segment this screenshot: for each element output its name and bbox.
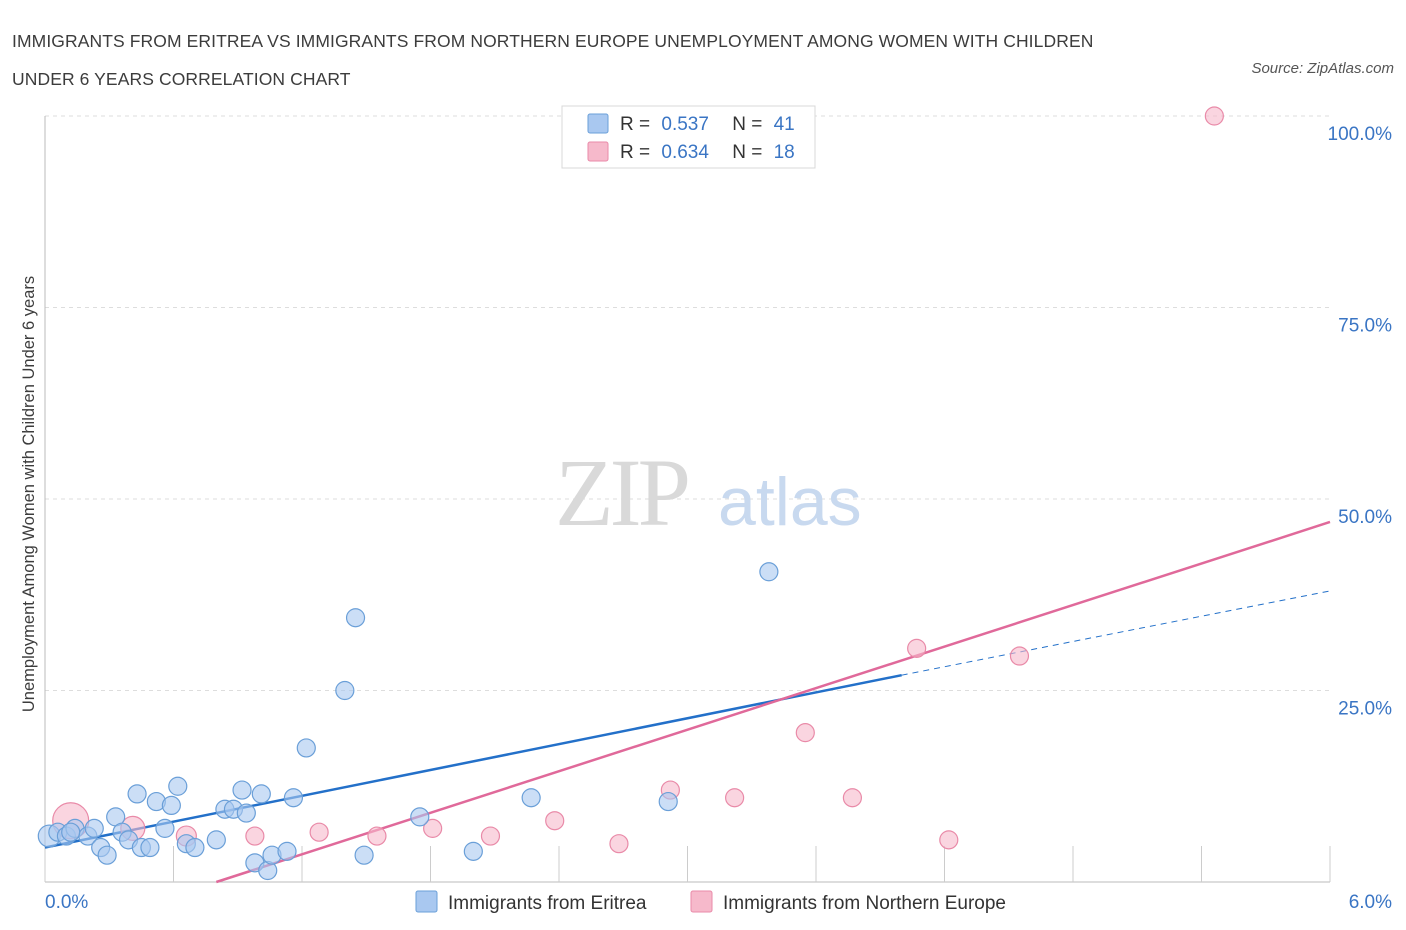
x-tick-label-min: 0.0% xyxy=(45,892,88,913)
data-points xyxy=(37,106,1224,881)
point-eritrea-29 xyxy=(277,841,297,861)
source-label: Source: ZipAtlas.com xyxy=(1251,60,1394,77)
legend-box: R = 0.537 N = 41 R = 0.634 N = 18 xyxy=(561,105,816,169)
point-eritrea-33 xyxy=(345,608,366,628)
point-eritrea-23 xyxy=(232,780,252,800)
point-northern-europe-3 xyxy=(245,826,265,846)
point-northern-europe-12 xyxy=(795,723,815,743)
point-northern-europe-7 xyxy=(480,826,501,846)
bottom-legend-swatch-blue xyxy=(415,890,438,913)
point-eritrea-36 xyxy=(463,841,483,861)
legend-r-value-1: 0.537 xyxy=(661,114,709,135)
point-eritrea-40 xyxy=(61,822,81,842)
watermark-zip: ZIP xyxy=(555,439,688,546)
legend-n-value-2: 18 xyxy=(774,142,795,163)
point-northern-europe-11 xyxy=(725,788,745,808)
legend-r-label-1: R = xyxy=(620,114,650,135)
chart-title-line2: UNDER 6 YEARS CORRELATION CHART xyxy=(12,69,351,89)
legend-n-label-2: N = xyxy=(732,142,762,163)
legend-swatch-pink xyxy=(587,141,609,162)
y-tick-label-3: 25.0% xyxy=(1338,699,1392,720)
watermark: ZIP atlas xyxy=(555,439,862,546)
bottom-legend-swatch-pink xyxy=(690,890,713,913)
point-eritrea-5 xyxy=(84,818,104,838)
point-eritrea-11 xyxy=(127,784,147,804)
point-northern-europe-17 xyxy=(1204,106,1224,126)
grid-lines xyxy=(45,115,1330,691)
point-eritrea-19 xyxy=(185,837,205,858)
point-eritrea-34 xyxy=(354,845,374,865)
point-eritrea-38 xyxy=(658,791,678,812)
point-eritrea-20 xyxy=(206,830,226,850)
axes xyxy=(44,116,1331,883)
x-tick-label-max: 6.0% xyxy=(1349,892,1392,913)
point-eritrea-7 xyxy=(97,845,117,865)
svg-text:R = 0.634 N =: R = 0.634 N = 18 xyxy=(620,142,795,163)
point-eritrea-24 xyxy=(236,803,256,823)
point-northern-europe-8 xyxy=(545,811,565,831)
point-northern-europe-5 xyxy=(367,826,387,846)
point-eritrea-37 xyxy=(521,788,541,808)
chart-title-line1: IMMIGRANTS FROM ERITREA VS IMMIGRANTS FR… xyxy=(12,31,1094,51)
trend-line-eritrea-extension xyxy=(901,590,1331,676)
legend-swatch-blue xyxy=(587,113,609,134)
bottom-legend: Immigrants from Eritrea Immigrants from … xyxy=(415,890,1006,914)
trend-lines xyxy=(44,520,1331,884)
y-tick-label-0: 100.0% xyxy=(1328,124,1393,145)
point-eritrea-39 xyxy=(759,562,779,582)
point-northern-europe-14 xyxy=(907,638,927,658)
point-eritrea-30 xyxy=(283,788,304,808)
tick-labels: 100.0% 75.0% 50.0% 25.0% 0.0% 6.0% xyxy=(45,124,1392,913)
point-eritrea-13 xyxy=(140,837,160,858)
bottom-legend-label-northern-europe: Immigrants from Northern Europe xyxy=(723,893,1006,914)
chart-title: IMMIGRANTS FROM ERITREA VS IMMIGRANTS FR… xyxy=(12,22,1093,98)
point-northern-europe-9 xyxy=(609,834,629,854)
trend-line-northern-europe xyxy=(215,520,1331,884)
point-northern-europe-15 xyxy=(939,830,959,850)
point-eritrea-32 xyxy=(335,680,355,701)
watermark-atlas: atlas xyxy=(718,464,862,540)
point-eritrea-31 xyxy=(296,738,316,758)
bottom-legend-label-eritrea: Immigrants from Eritrea xyxy=(448,893,647,914)
svg-text:R = 0.537 N =: R = 0.537 N = 41 xyxy=(620,114,795,135)
point-northern-europe-4 xyxy=(309,822,329,842)
y-tick-label-1: 75.0% xyxy=(1338,316,1392,337)
legend-r-value-2: 0.634 xyxy=(661,142,709,163)
point-northern-europe-6 xyxy=(423,818,443,838)
point-northern-europe-13 xyxy=(842,788,863,808)
point-northern-europe-16 xyxy=(1009,646,1030,666)
point-eritrea-26 xyxy=(251,784,271,804)
trend-line-eritrea xyxy=(44,673,902,849)
legend-n-label-1: N = xyxy=(732,114,762,135)
point-eritrea-17 xyxy=(168,776,188,796)
y-axis-label: Unemployment Among Women with Children U… xyxy=(20,276,38,712)
point-eritrea-15 xyxy=(155,818,175,838)
point-eritrea-35 xyxy=(410,807,430,827)
y-tick-label-2: 50.0% xyxy=(1338,507,1392,528)
legend-n-value-1: 41 xyxy=(774,114,795,135)
legend-r-label-2: R = xyxy=(620,142,650,163)
point-eritrea-16 xyxy=(161,795,181,816)
